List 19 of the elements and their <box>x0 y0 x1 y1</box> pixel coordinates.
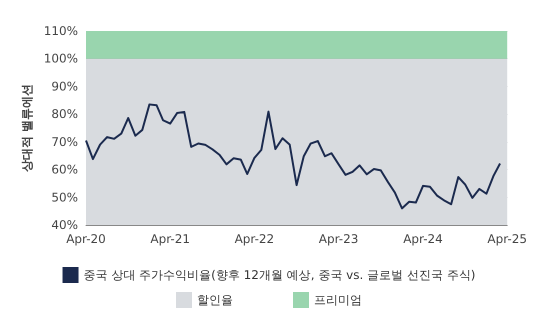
y-axis-title: 상대적 밸류에션 <box>20 84 34 174</box>
y-tick-label: 40% <box>51 218 78 232</box>
y-tick-label: 90% <box>51 79 78 94</box>
x-tick-label: Apr-24 <box>403 232 443 246</box>
x-tick-label: Apr-22 <box>234 232 274 246</box>
y-tick-label: 80% <box>51 107 78 122</box>
y-tick-label: 70% <box>51 134 78 149</box>
y-tick-label: 110% <box>44 24 78 38</box>
line-series <box>85 103 502 210</box>
legend-label: 중국 상대 주가수익비율(향후 12개월 예상, 중국 vs. 글로벌 선진국 주식) <box>84 268 476 282</box>
x-tick-label: Apr-21 <box>150 232 190 246</box>
x-tick-label: Apr-20 <box>66 232 106 246</box>
legend-label: 할인율 <box>197 293 233 307</box>
x-tick-label: Apr-23 <box>318 232 358 246</box>
y-tick-label: 50% <box>51 190 78 204</box>
x-tick-label: Apr-25 <box>487 232 527 246</box>
y-tick-label: 100% <box>44 52 78 66</box>
y-tick-label: 60% <box>51 162 78 177</box>
legend-label: 프리미엄 <box>314 293 362 307</box>
